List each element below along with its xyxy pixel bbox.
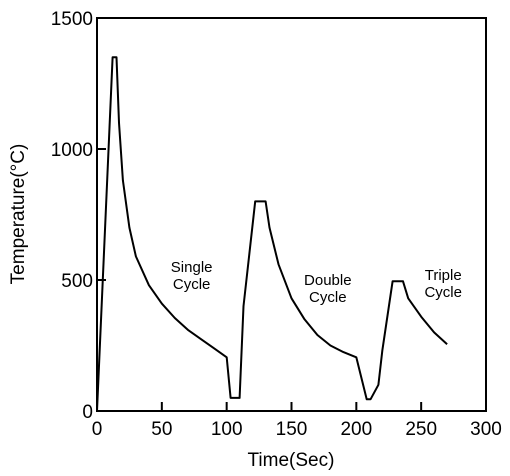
- annotation-2-line-0: Triple: [425, 267, 462, 284]
- annotation-0: Single Cycle: [171, 259, 213, 293]
- x-tick-label-1: 50: [151, 419, 172, 440]
- series-line-0: [96, 56, 448, 412]
- plot-frame: [96, 17, 487, 412]
- y-tick-label-0: 0: [82, 402, 93, 423]
- x-axis-title: Time(Sec): [248, 450, 335, 471]
- y-ticks: 0 500 1000 1500: [51, 9, 106, 423]
- annotation-1: Double Cycle: [304, 272, 352, 306]
- y-tick-label-1: 500: [61, 271, 93, 292]
- annotation-0-line-0: Single: [171, 259, 213, 276]
- annotation-2: Triple Cycle: [424, 267, 462, 301]
- x-tick-label-3: 150: [276, 419, 308, 440]
- x-tick-label-2: 100: [211, 419, 243, 440]
- y-tick-label-2: 1000: [51, 140, 93, 161]
- y-axis-title: Temperature(°C): [8, 144, 29, 285]
- annotation-0-line-1: Cycle: [173, 276, 211, 293]
- x-ticks: 0 50 100 150 200 250 300: [92, 402, 502, 440]
- x-tick-label-6: 300: [470, 419, 502, 440]
- series-group: [96, 56, 448, 412]
- x-tick-label-0: 0: [92, 419, 103, 440]
- y-tick-label-3: 1500: [51, 9, 93, 30]
- annotation-1-line-0: Double: [304, 272, 352, 289]
- annotation-1-line-1: Cycle: [309, 289, 347, 306]
- x-tick-label-5: 250: [405, 419, 437, 440]
- annotation-2-line-1: Cycle: [424, 284, 462, 301]
- x-tick-label-4: 200: [340, 419, 372, 440]
